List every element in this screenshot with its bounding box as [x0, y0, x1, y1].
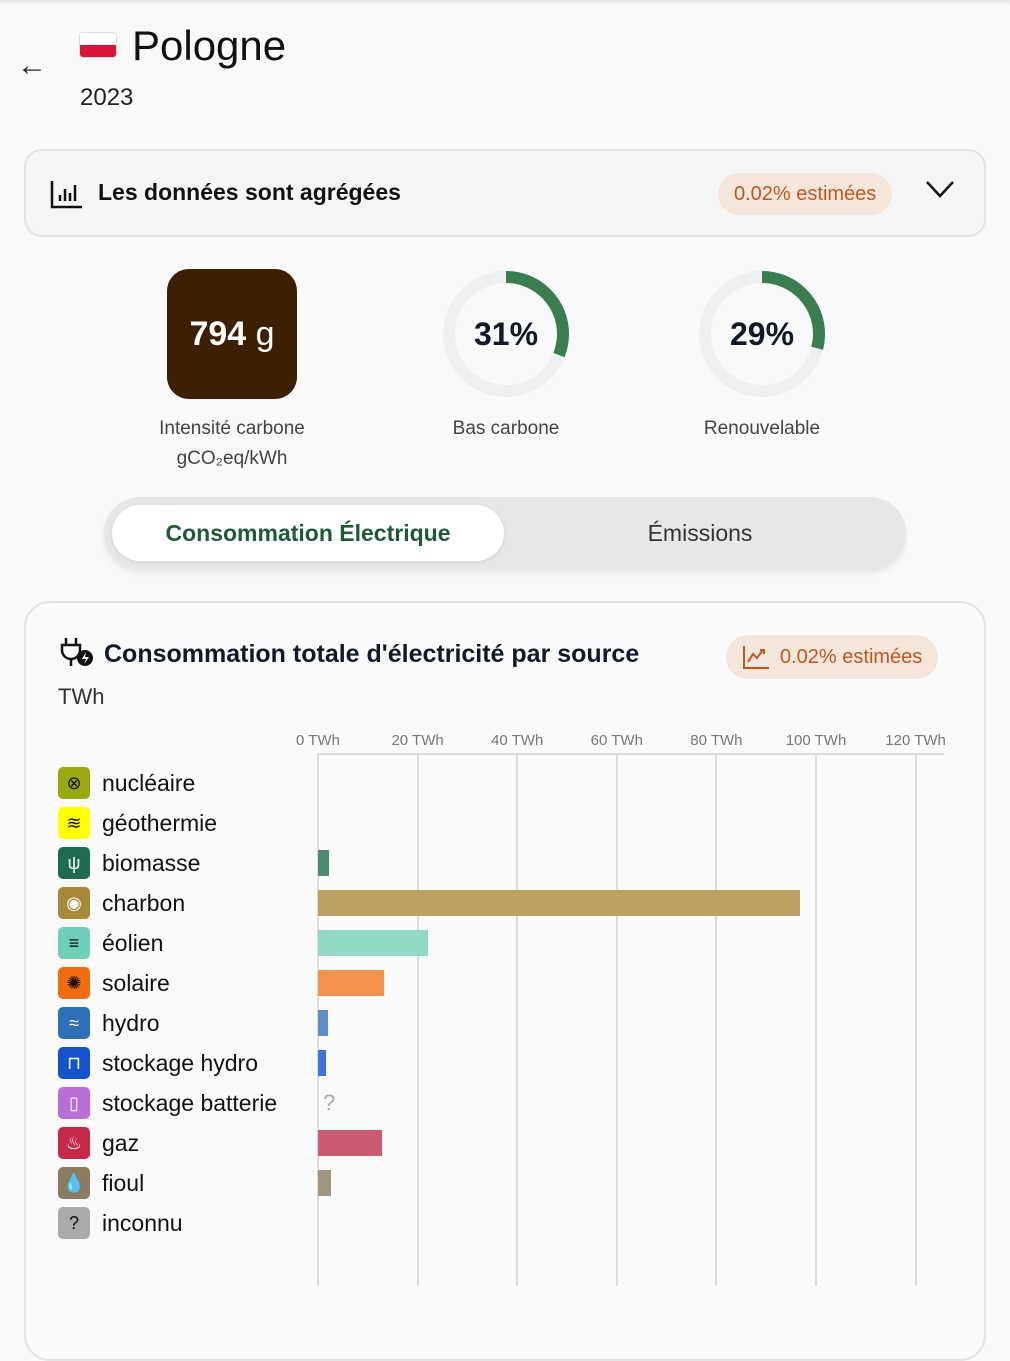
bar-gaz[interactable]: [318, 1130, 383, 1156]
card-estimated-text: 0.02% estimées: [780, 646, 923, 668]
low-carbon-label: Bas carbone: [452, 418, 560, 439]
bar-charbon[interactable]: [318, 890, 801, 916]
legend-label: charbon: [102, 889, 186, 916]
legend-item-inconnu[interactable]: ? inconnu: [58, 1207, 183, 1239]
coal-icon: ◉: [58, 887, 90, 919]
legend-item-stockage-hydro[interactable]: ⊓ stockage hydro: [58, 1047, 258, 1079]
bar-solaire[interactable]: [318, 970, 385, 996]
legend-label: solaire: [102, 969, 170, 996]
renewable-label: Renouvelable: [703, 418, 821, 439]
legend-item-biomasse[interactable]: ψ biomasse: [58, 847, 200, 879]
back-button[interactable]: ←: [14, 48, 50, 84]
flame-icon: ♨: [58, 1127, 90, 1159]
atom-icon: ⊗: [58, 767, 90, 799]
oil-drop-icon: 💧: [58, 1167, 90, 1199]
battery-icon: ▯: [58, 1087, 90, 1119]
bar-fioul[interactable]: [318, 1170, 331, 1196]
gridline: [715, 754, 718, 1286]
legend-item-éolien[interactable]: ≡ éolien: [58, 927, 163, 959]
year-label: 2023: [80, 84, 134, 111]
page-title: Pologne: [132, 22, 287, 69]
bar-biomasse[interactable]: [318, 850, 329, 876]
legend-label: stockage batterie: [102, 1089, 278, 1116]
x-tick-label: 0 TWh: [296, 732, 340, 749]
ring-fill: [699, 271, 825, 397]
legend-item-nucléaire[interactable]: ⊗ nucléaire: [58, 767, 195, 799]
aggregation-panel[interactable]: Les données sont agrégées 0.02% estimées: [24, 149, 986, 237]
carbon-intensity-unit: g: [255, 315, 275, 353]
unknown-value-marker: ?: [323, 1090, 336, 1115]
gridline: [615, 754, 618, 1286]
gridline: [416, 754, 419, 1286]
tab-emissions[interactable]: Émissions: [647, 520, 753, 546]
legend-label: éolien: [102, 929, 164, 956]
legend-item-charbon[interactable]: ◉ charbon: [58, 887, 185, 919]
renewable-value: 29%: [729, 316, 795, 352]
x-tick-label: 80 TWh: [690, 732, 743, 749]
carbon-intensity-unit-label: gCO₂eq/kWh: [176, 448, 288, 469]
pumped-storage-icon: ⊓: [58, 1047, 90, 1079]
legend-label: hydro: [102, 1009, 160, 1036]
gridline: [516, 754, 519, 1286]
chevron-down-icon[interactable]: [924, 173, 956, 205]
legend-item-géothermie[interactable]: ≋ géothermie: [58, 807, 217, 839]
legend-item-hydro[interactable]: ≈ hydro: [58, 1007, 160, 1039]
trend-chart-icon: [743, 646, 769, 669]
plug-bolt-icon: [60, 638, 93, 666]
carbon-intensity-value: 794: [189, 315, 247, 353]
legend-label: inconnu: [102, 1209, 183, 1236]
x-tick-label: 120 TWh: [885, 732, 946, 749]
card-title: Consommation totale d'électricité par so…: [104, 640, 640, 668]
unit-label: TWh: [58, 684, 105, 709]
card-estimated-badge: 0.02% estimées: [726, 635, 939, 679]
view-tabs: Consommation Électrique Émissions: [104, 497, 906, 569]
arrow-left-icon: ←: [17, 49, 47, 82]
ring-fill: [443, 271, 569, 397]
gridline: [815, 754, 817, 1286]
legend-label: gaz: [102, 1129, 140, 1156]
legend-item-solaire[interactable]: ✺ solaire: [58, 967, 170, 999]
gridline: [914, 754, 917, 1286]
x-tick-label: 20 TWh: [391, 732, 444, 749]
sun-gear-icon: ✺: [58, 967, 90, 999]
legend-label: stockage hydro: [102, 1049, 258, 1076]
x-tick-label: 100 TWh: [785, 732, 847, 749]
bar-éolien[interactable]: [318, 930, 429, 956]
bar-stockage-hydro[interactable]: [318, 1050, 326, 1076]
legend-label: fioul: [102, 1169, 145, 1196]
poland-flag-icon: [80, 33, 116, 57]
top-shadow: [0, 0, 1010, 6]
carbon-intensity-tile: 794 g: [167, 269, 297, 399]
x-tick-label: 60 TWh: [590, 732, 643, 749]
legend-item-fioul[interactable]: 💧 fioul: [58, 1167, 144, 1199]
wind-icon: ≡: [58, 927, 90, 959]
carbon-intensity-label: Intensité carbone: [159, 418, 305, 439]
bar-hydro[interactable]: [318, 1010, 328, 1036]
consumption-card: [24, 601, 986, 1361]
legend-item-stockage-batterie[interactable]: ▯ stockage batterie: [58, 1087, 277, 1119]
estimated-badge: 0.02% estimées: [718, 173, 893, 215]
legend-item-gaz[interactable]: ♨ gaz: [58, 1127, 139, 1159]
legend-label: géothermie: [102, 809, 218, 836]
renewable-ring: [699, 271, 825, 397]
bar-chart-icon: [50, 181, 82, 209]
tab-consumption[interactable]: Consommation Électrique: [112, 505, 504, 561]
waves-icon: ≈: [58, 1007, 90, 1039]
aggregation-text: Les données sont agrégées: [98, 179, 401, 205]
question-icon: ?: [58, 1207, 90, 1239]
legend-label: nucléaire: [102, 769, 196, 796]
heat-waves-icon: ≋: [58, 807, 90, 839]
x-axis-line: [318, 753, 944, 755]
low-carbon-value: 31%: [473, 316, 539, 352]
sprout-icon: ψ: [58, 847, 90, 879]
low-carbon-ring: [443, 271, 569, 397]
x-tick-label: 40 TWh: [491, 732, 544, 749]
legend-label: biomasse: [102, 849, 201, 876]
